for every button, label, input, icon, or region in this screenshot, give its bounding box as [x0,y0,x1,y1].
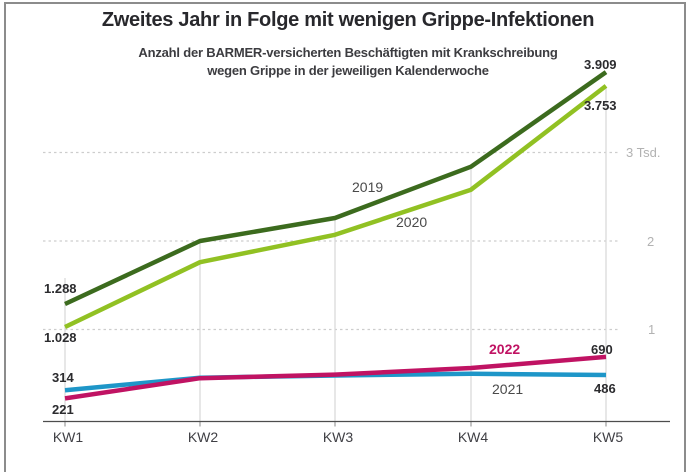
page-title: Zweites Jahr in Folge mit wenigen Grippe… [101,9,595,31]
x-axis-label-kw1: KW1 [52,429,84,445]
value-label-2022-end: 690 [591,342,613,357]
x-axis-label-kw2: KW2 [187,429,219,445]
x-axis-label-kw3: KW3 [322,429,354,445]
series-line-2020 [64,84,608,330]
series-label-2019: 2019 [352,179,384,195]
chart-subtitle-line1: Anzahl der BARMER-versicherten Beschäfti… [138,45,558,60]
y-axis-label-3tsd: 3 Tsd. [626,145,661,160]
series-label-2021: 2021 [492,381,524,397]
y-axis-label-1: 1 [648,322,656,337]
value-label-2021-end: 486 [594,381,616,396]
value-label-2021-start: 314 [52,370,74,385]
value-label-2020-end: 3.753 [584,98,617,113]
x-axis-label-kw4: KW4 [457,429,489,445]
y-axis-label-2: 2 [647,234,655,249]
series-label-2022: 2022 [489,341,521,357]
series-line-2019 [64,70,608,307]
series-label-2020: 2020 [396,214,428,230]
value-label-2022-start: 221 [52,402,74,417]
series-line-2022 [64,354,607,401]
chart-frame [4,2,686,472]
value-label-2019-end: 3.909 [584,57,617,72]
x-axis-label-kw5: KW5 [592,429,624,445]
value-label-2019-start: 1.288 [44,281,77,296]
chart-subtitle-line2: wegen Grippe in der jeweiligen Kalenderw… [207,63,489,78]
value-label-2020-start: 1.028 [44,330,77,345]
